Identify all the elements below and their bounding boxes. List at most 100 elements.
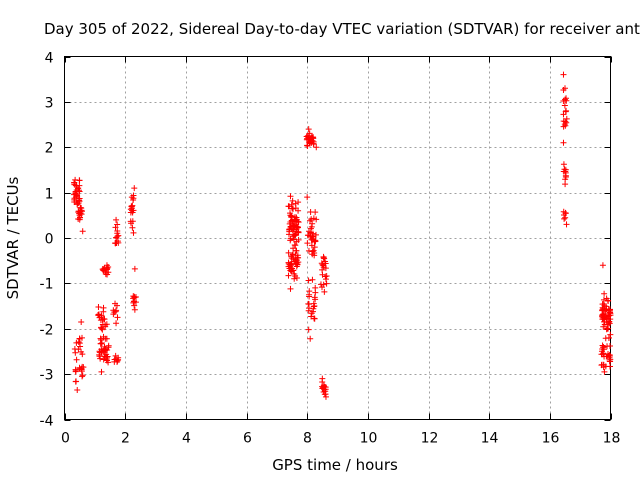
y-tick-label: 2 <box>45 141 54 157</box>
data-point <box>104 353 111 360</box>
data-point <box>97 340 104 347</box>
data-point <box>311 244 318 251</box>
data-point <box>605 306 612 313</box>
data-point <box>98 325 105 332</box>
data-point <box>604 314 611 321</box>
x-tick-label: 18 <box>603 431 621 447</box>
data-point <box>78 365 85 372</box>
data-point <box>114 221 121 228</box>
data-point <box>75 338 82 345</box>
data-point <box>73 193 80 200</box>
data-point <box>100 356 107 363</box>
data-point <box>603 295 610 302</box>
data-point <box>129 209 136 216</box>
data-point <box>75 215 82 222</box>
x-tick-label: 8 <box>303 431 312 447</box>
data-point <box>285 203 292 210</box>
data-point <box>319 271 326 278</box>
y-tick-label: 4 <box>45 51 54 67</box>
x-tick-label: 16 <box>542 431 560 447</box>
data-point <box>322 276 329 283</box>
data-point <box>110 307 117 314</box>
y-tick-label: -4 <box>40 414 54 430</box>
data-point <box>286 220 293 227</box>
data-point <box>560 139 567 146</box>
data-point <box>285 249 292 256</box>
data-point <box>294 224 301 231</box>
data-point <box>290 205 297 212</box>
data-point <box>131 298 138 305</box>
data-point <box>563 95 570 102</box>
data-point <box>78 318 85 325</box>
data-point <box>290 233 297 240</box>
data-point <box>305 326 312 333</box>
data-point <box>312 237 319 244</box>
data-point <box>285 272 292 279</box>
data-point <box>562 172 569 179</box>
data-point <box>312 231 319 238</box>
data-point <box>601 290 608 297</box>
data-point <box>100 308 107 315</box>
data-point <box>114 302 121 309</box>
data-point <box>287 285 294 292</box>
data-point <box>72 378 79 385</box>
data-point <box>76 340 83 347</box>
data-point <box>290 226 297 233</box>
data-point <box>560 97 567 104</box>
data-point <box>307 335 314 342</box>
y-tick-label: 3 <box>45 96 54 112</box>
x-tick-label: 6 <box>243 431 252 447</box>
data-point <box>599 306 606 313</box>
data-point <box>562 214 569 221</box>
data-point <box>312 289 319 296</box>
data-point <box>321 288 328 295</box>
data-point <box>560 118 567 125</box>
data-point <box>607 331 614 338</box>
data-point <box>561 166 568 173</box>
x-tick-label: 14 <box>481 431 499 447</box>
data-point <box>307 138 314 145</box>
data-point <box>606 353 613 360</box>
data-point <box>607 343 614 350</box>
data-point <box>308 310 315 317</box>
data-point <box>293 274 300 281</box>
data-point <box>322 393 329 400</box>
data-point <box>96 348 103 355</box>
data-point <box>130 192 137 199</box>
data-point <box>305 126 312 133</box>
data-point <box>295 207 302 214</box>
data-point <box>607 312 614 319</box>
data-point <box>600 311 607 318</box>
data-point <box>293 223 300 230</box>
data-point <box>599 262 606 269</box>
data-point <box>561 102 568 109</box>
data-point <box>305 277 312 284</box>
data-point <box>308 223 315 230</box>
data-point <box>104 271 111 278</box>
data-point <box>73 182 80 189</box>
x-tick-label: 4 <box>182 431 191 447</box>
data-point <box>100 347 107 354</box>
data-point <box>74 387 81 394</box>
grid-lines <box>64 56 611 420</box>
y-tick-label: -3 <box>40 368 54 384</box>
data-point <box>130 229 137 236</box>
data-point <box>289 197 296 204</box>
data-point <box>598 351 605 358</box>
data-point <box>310 300 317 307</box>
data-point <box>113 239 120 246</box>
data-point <box>562 85 568 92</box>
data-point <box>131 306 138 313</box>
data-point <box>560 161 567 168</box>
data-point <box>560 71 567 78</box>
data-point <box>607 358 614 365</box>
data-point <box>293 214 300 221</box>
data-point <box>95 303 102 310</box>
y-tick-label: 1 <box>45 187 54 203</box>
data-point <box>562 96 569 103</box>
data-point <box>323 280 330 287</box>
data-point <box>560 208 567 215</box>
data-point <box>317 281 324 288</box>
data-point <box>72 366 79 373</box>
data-point <box>311 252 318 259</box>
